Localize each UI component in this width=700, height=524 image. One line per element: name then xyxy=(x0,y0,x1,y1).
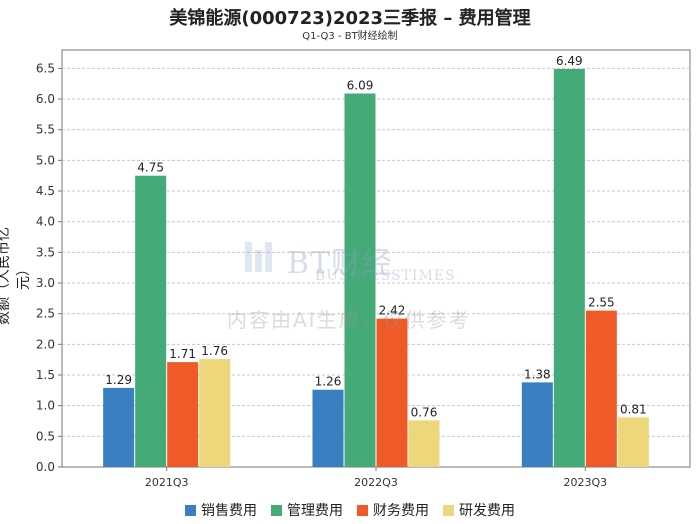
legend-label: 研发费用 xyxy=(459,503,515,519)
x-tick-label: 2023Q3 xyxy=(564,476,608,489)
y-tick-label: 2.0 xyxy=(36,337,55,351)
legend-swatch xyxy=(357,504,368,516)
legend-swatch xyxy=(185,504,196,516)
legend-swatch xyxy=(271,504,282,516)
bar xyxy=(199,359,231,467)
y-tick-label: 4.0 xyxy=(36,215,55,229)
y-tick-label: 5.5 xyxy=(36,123,55,137)
data-label: 1.26 xyxy=(315,375,342,389)
data-label: 6.49 xyxy=(556,54,583,68)
chart-subtitle: Q1-Q3 - BT财经绘制 xyxy=(302,31,398,42)
legend-label: 管理费用 xyxy=(287,503,343,519)
y-tick-label: 5.0 xyxy=(36,153,55,167)
y-tick-label: 0.0 xyxy=(36,460,55,474)
data-label: 2.42 xyxy=(379,304,406,318)
legend-label: 财务费用 xyxy=(373,503,429,519)
y-tick-label: 1.0 xyxy=(36,399,55,413)
bar xyxy=(344,93,376,467)
legend-item-rnd: 研发费用 xyxy=(443,500,515,520)
legend-label: 销售费用 xyxy=(201,503,257,519)
y-tick-label: 0.5 xyxy=(36,429,55,443)
y-tick-label: 2.5 xyxy=(36,307,55,321)
bar xyxy=(408,420,440,467)
legend-swatch xyxy=(443,504,454,516)
bar xyxy=(135,175,167,467)
data-label: 6.09 xyxy=(347,79,374,93)
y-tick-label: 3.0 xyxy=(36,276,55,290)
y-tick-label: 4.5 xyxy=(36,184,55,198)
bar xyxy=(553,69,585,468)
data-label: 1.71 xyxy=(169,347,196,361)
legend-item-sales: 销售费用 xyxy=(185,500,257,520)
legend-item-finance: 财务费用 xyxy=(357,500,429,520)
bar xyxy=(167,362,199,467)
legend-item-admin: 管理费用 xyxy=(271,500,343,520)
x-tick-label: 2021Q3 xyxy=(145,476,189,489)
data-label: 2.55 xyxy=(588,296,615,310)
data-label: 1.38 xyxy=(524,367,551,381)
legend: 销售费用 管理费用 财务费用 研发费用 xyxy=(0,500,700,520)
bar xyxy=(585,310,617,467)
chart-title: 美锦能源(000723)2023三季报 – 费用管理 xyxy=(169,8,531,29)
y-tick-label: 6.5 xyxy=(36,61,55,75)
bar xyxy=(376,318,408,467)
data-label: 0.76 xyxy=(411,405,438,419)
data-label: 1.29 xyxy=(105,373,132,387)
y-tick-label: 6.0 xyxy=(36,92,55,106)
x-tick-label: 2022Q3 xyxy=(354,476,398,489)
y-tick-label: 3.5 xyxy=(36,245,55,259)
data-label: 1.76 xyxy=(201,344,228,358)
data-label: 0.81 xyxy=(620,402,647,416)
bar xyxy=(617,417,649,467)
data-label: 4.75 xyxy=(137,161,164,175)
bar xyxy=(103,387,135,467)
plot-area xyxy=(61,49,691,468)
bar xyxy=(521,382,553,467)
y-tick-label: 1.5 xyxy=(36,368,55,382)
bar xyxy=(312,389,344,467)
